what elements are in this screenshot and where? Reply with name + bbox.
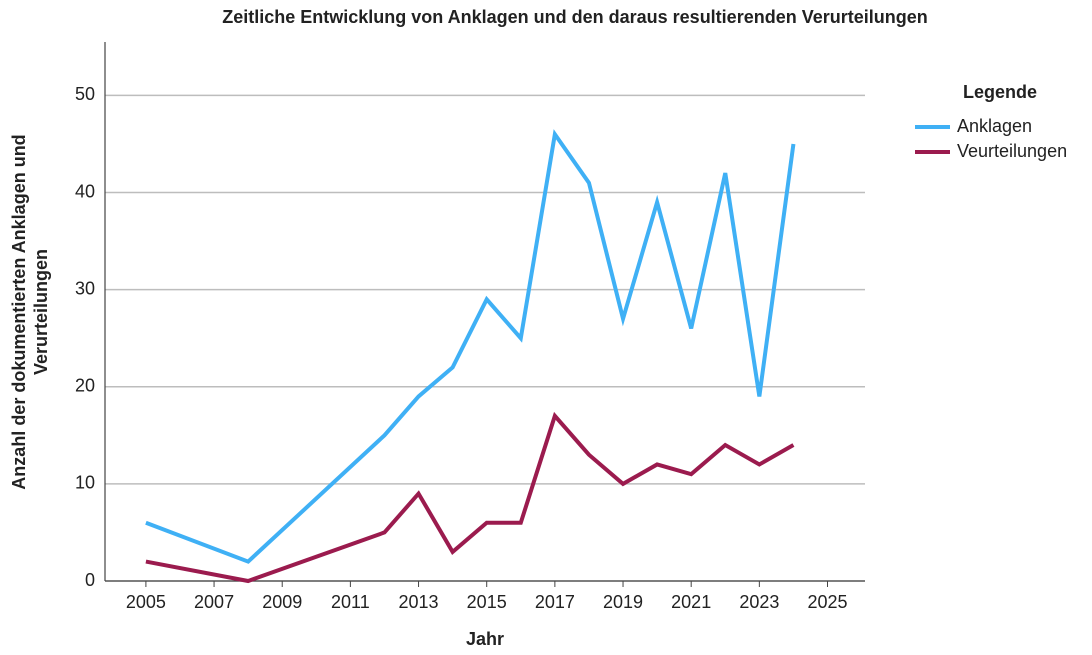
legend-label: Veurteilungen xyxy=(957,141,1067,161)
y-axis-label-line: Anzahl der dokumentierten Anklagen und xyxy=(9,134,29,489)
y-tick-label: 10 xyxy=(75,473,95,493)
x-tick-label: 2025 xyxy=(807,592,847,612)
x-tick-label: 2009 xyxy=(262,592,302,612)
x-tick-label: 2017 xyxy=(535,592,575,612)
x-tick-label: 2023 xyxy=(739,592,779,612)
series-line xyxy=(145,411,795,584)
y-tick-label: 50 xyxy=(75,84,95,104)
x-tick-label: 2013 xyxy=(399,592,439,612)
x-tick-label: 2005 xyxy=(126,592,166,612)
x-tick-label: 2019 xyxy=(603,592,643,612)
y-tick-label: 30 xyxy=(75,278,95,298)
x-axis-label: Jahr xyxy=(466,629,504,649)
y-axis-label-line: Verurteilungen xyxy=(31,249,51,375)
series-line xyxy=(145,129,796,564)
x-tick-label: 2011 xyxy=(331,592,370,612)
y-tick-label: 40 xyxy=(75,181,95,201)
legend-label: Anklagen xyxy=(957,116,1032,136)
x-tick-label: 2021 xyxy=(671,592,711,612)
y-axis-label: Anzahl der dokumentierten Anklagen und V… xyxy=(9,134,51,489)
chart-title: Zeitliche Entwicklung von Anklagen und d… xyxy=(222,7,927,27)
legend-title: Legende xyxy=(963,82,1037,102)
y-tick-label: 20 xyxy=(75,376,95,396)
y-tick-label: 0 xyxy=(85,570,95,590)
x-tick-label: 2015 xyxy=(467,592,507,612)
x-tick-label: 2007 xyxy=(194,592,234,612)
